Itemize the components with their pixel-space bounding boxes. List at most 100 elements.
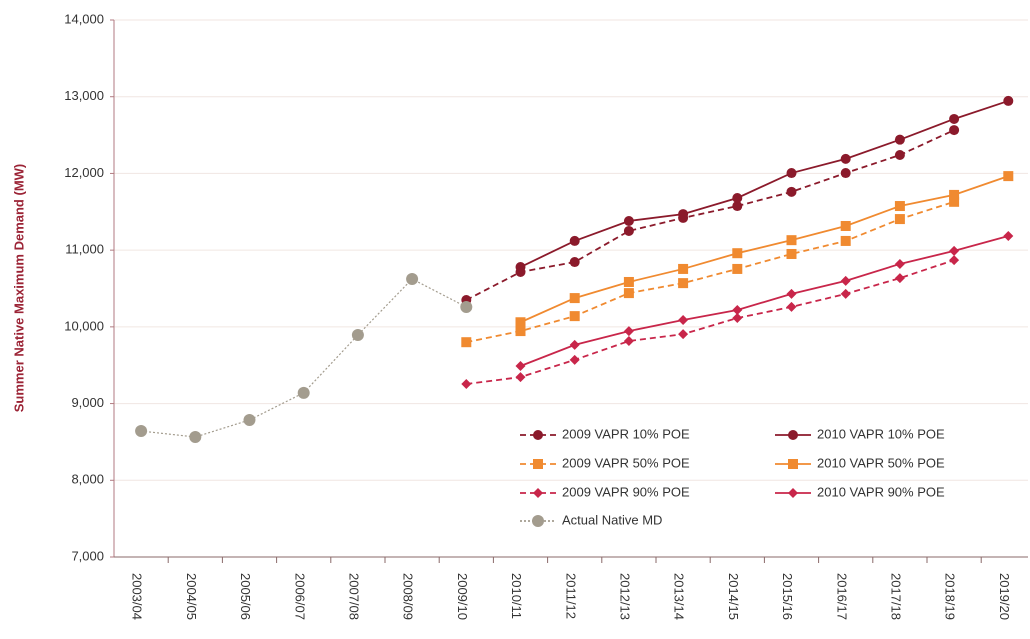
marker xyxy=(569,235,580,246)
y-tick-label: 11,000 xyxy=(65,242,104,257)
marker xyxy=(840,168,851,179)
marker xyxy=(461,337,472,348)
marker xyxy=(533,430,543,440)
marker xyxy=(189,431,202,444)
marker xyxy=(840,153,851,164)
marker xyxy=(678,329,689,340)
marker xyxy=(243,413,256,426)
x-tick-label: 2015/16 xyxy=(780,573,795,620)
marker xyxy=(894,214,905,225)
marker xyxy=(623,225,634,236)
marker xyxy=(1003,230,1014,241)
x-tick-label: 2006/07 xyxy=(292,573,307,620)
series-line xyxy=(520,235,1009,367)
marker xyxy=(949,113,960,124)
y-tick-label: 13,000 xyxy=(64,88,104,103)
series-line xyxy=(466,259,955,385)
marker xyxy=(461,379,472,390)
marker xyxy=(135,425,148,438)
y-tick-label: 9,000 xyxy=(71,395,104,410)
marker xyxy=(840,275,851,286)
marker xyxy=(533,488,543,498)
marker xyxy=(406,272,419,285)
marker xyxy=(732,304,743,315)
x-tick-label: 2011/12 xyxy=(563,573,578,619)
x-tick-label: 2019/20 xyxy=(997,573,1012,620)
marker xyxy=(732,313,743,324)
x-tick-label: 2008/09 xyxy=(401,573,416,620)
legend-label: 2009 VAPR 50% POE xyxy=(562,455,690,470)
marker xyxy=(515,326,526,337)
marker xyxy=(949,245,960,256)
x-tick-label: 2010/11 xyxy=(509,573,524,619)
series-line xyxy=(466,200,955,344)
legend-label: 2009 VAPR 90% POE xyxy=(562,484,690,499)
y-tick-label: 12,000 xyxy=(64,165,104,180)
marker xyxy=(569,339,580,350)
marker xyxy=(840,220,851,231)
marker xyxy=(515,372,526,383)
marker xyxy=(623,276,634,287)
marker xyxy=(949,255,960,266)
legend-label: Actual Native MD xyxy=(562,512,662,527)
y-tick-label: 14,000 xyxy=(64,11,104,26)
marker xyxy=(732,192,743,203)
marker xyxy=(786,235,797,246)
marker xyxy=(569,354,580,365)
marker xyxy=(623,215,634,226)
marker xyxy=(786,301,797,312)
legend-label: 2010 VAPR 90% POE xyxy=(817,484,945,499)
marker xyxy=(569,293,580,304)
marker xyxy=(894,134,905,145)
series-line xyxy=(520,100,1009,268)
x-tick-label: 2009/10 xyxy=(455,573,470,620)
marker xyxy=(532,515,544,527)
marker xyxy=(515,360,526,371)
marker xyxy=(894,150,905,161)
marker xyxy=(949,189,960,200)
marker xyxy=(515,317,526,328)
x-tick-label: 2014/15 xyxy=(726,573,741,620)
marker xyxy=(894,273,905,284)
y-tick-label: 8,000 xyxy=(71,472,104,487)
x-tick-label: 2005/06 xyxy=(238,573,253,620)
marker xyxy=(786,248,797,259)
marker xyxy=(786,168,797,179)
marker xyxy=(732,248,743,259)
marker xyxy=(460,300,473,313)
x-tick-label: 2003/04 xyxy=(130,573,145,620)
x-tick-label: 2004/05 xyxy=(184,573,199,620)
marker xyxy=(569,311,580,322)
marker xyxy=(840,235,851,246)
marker xyxy=(678,278,689,289)
marker xyxy=(623,288,634,299)
marker xyxy=(894,201,905,212)
marker xyxy=(569,257,580,268)
marker xyxy=(840,288,851,299)
series-line xyxy=(520,175,1009,324)
marker xyxy=(1003,171,1014,182)
marker xyxy=(786,288,797,299)
legend: 2009 VAPR 10% POE 2010 VAPR 10% POE 2009 V… xyxy=(520,426,945,527)
marker xyxy=(623,336,634,347)
marker xyxy=(351,328,364,341)
marker xyxy=(786,186,797,197)
marker xyxy=(623,326,634,337)
legend-label: 2010 VAPR 10% POE xyxy=(817,426,945,441)
marker xyxy=(788,430,798,440)
y-tick-label: 10,000 xyxy=(64,318,104,333)
y-axis-label: Summer Native Maximum Demand (MW) xyxy=(11,164,26,413)
marker xyxy=(678,209,689,220)
x-tick-label: 2016/17 xyxy=(834,573,849,620)
marker xyxy=(678,263,689,274)
x-tick-label: 2012/13 xyxy=(617,573,632,620)
marker xyxy=(949,125,960,136)
x-tick-label: 2018/19 xyxy=(943,573,958,620)
series-line xyxy=(141,278,467,438)
legend-label: 2010 VAPR 50% POE xyxy=(817,455,945,470)
marker xyxy=(949,196,960,207)
marker xyxy=(515,262,526,273)
marker xyxy=(732,201,743,212)
legend-label: 2009 VAPR 10% POE xyxy=(562,426,690,441)
